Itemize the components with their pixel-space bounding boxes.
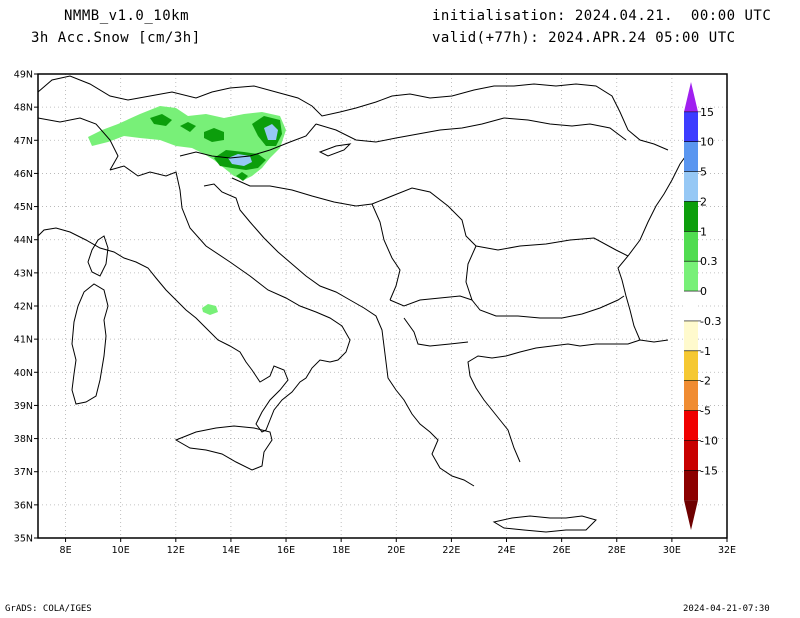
adriatic-east-coast <box>203 183 475 487</box>
colorbar-segment <box>684 231 698 262</box>
y-tick-label: 40N <box>14 368 33 379</box>
x-tick-label: 22E <box>442 545 460 556</box>
colorbar-label: -10 <box>700 434 718 447</box>
model-title: NMMB_v1.0_10km <box>64 8 190 24</box>
colorbar-arrow-bottom <box>684 500 698 530</box>
border-albania-greece <box>403 317 469 347</box>
y-tick-label: 48N <box>14 103 33 114</box>
snow-area-central-italy <box>202 304 218 315</box>
y-tick-label: 35N <box>14 534 33 545</box>
crete-coast <box>492 515 597 533</box>
border-croatia-hungary <box>231 177 373 207</box>
y-tick-label: 49N <box>14 70 33 81</box>
x-tick-label: 32E <box>718 545 736 556</box>
snow-area-medium-6 <box>236 172 248 181</box>
colorbar-label: 5 <box>700 166 707 179</box>
coastlines-borders <box>37 75 691 533</box>
colorbar-segment <box>684 350 698 381</box>
y-tick-label: 47N <box>14 136 33 147</box>
colorbar-label: 0 <box>700 285 707 298</box>
colorbar-segment <box>684 111 698 142</box>
border-bulgaria-south <box>465 245 625 319</box>
x-tick-label: 12E <box>167 545 185 556</box>
italy-coast <box>37 165 351 433</box>
colorbar-label: 15 <box>700 106 714 119</box>
colorbar-segment <box>684 141 698 172</box>
border-romania-bulgaria <box>475 237 629 257</box>
lat-lon-grid <box>38 74 727 538</box>
colorbar-segment <box>684 440 698 471</box>
longitude-ticks: 8E 10E 12E 14E 16E 18E 20E 22E 24E 26E 28E 30E 32E <box>60 538 736 556</box>
y-tick-label: 38N <box>14 434 33 445</box>
x-tick-label: 30E <box>663 545 681 556</box>
field-title: 3h Acc.Snow [cm/3h] <box>31 30 201 46</box>
x-tick-label: 10E <box>112 545 130 556</box>
colorbar-label: 0.3 <box>700 255 718 268</box>
black-sea-coast <box>617 149 691 341</box>
snow-area-heavy-1 <box>228 154 252 166</box>
colorbar-segment <box>684 201 698 232</box>
colorbar-label: -2 <box>700 375 711 388</box>
colorbar-segment <box>684 470 698 501</box>
footer-timestamp: 2024-04-21-07:30 <box>683 604 770 614</box>
x-tick-label: 8E <box>60 545 72 556</box>
y-tick-label: 43N <box>14 268 33 279</box>
border-bosnia-serbia <box>371 203 401 301</box>
valid-time: valid(+77h): 2024.APR.24 05:00 UTC <box>432 30 736 46</box>
colorbar-segment <box>684 171 698 202</box>
y-tick-label: 36N <box>14 500 33 511</box>
y-tick-label: 44N <box>14 235 33 246</box>
colorbar-segment <box>684 320 698 351</box>
snow-areas <box>88 106 286 315</box>
snow-area-alps <box>88 106 286 180</box>
border-hungary-slovakia <box>315 117 505 143</box>
colorbar-segment <box>684 291 698 321</box>
border-north <box>37 75 669 151</box>
colorbar-arrow-top <box>684 82 698 112</box>
y-tick-label: 46N <box>14 169 33 180</box>
x-tick-label: 26E <box>553 545 571 556</box>
colorbar-label: 2 <box>700 195 707 208</box>
border-macedonia <box>389 295 473 307</box>
border-serbia-romania <box>371 187 477 247</box>
x-tick-label: 20E <box>387 545 405 556</box>
colorbar-label: 1 <box>700 225 707 238</box>
border-austria-slovenia <box>179 123 317 159</box>
colorbar-label: -15 <box>700 464 718 477</box>
y-tick-label: 42N <box>14 302 33 313</box>
x-tick-label: 18E <box>332 545 350 556</box>
init-time: initialisation: 2024.04.21. 00:00 UTC <box>432 8 772 24</box>
y-tick-label: 37N <box>14 467 33 478</box>
colorbar-segment <box>684 410 698 441</box>
colorbar-label: 10 <box>700 136 714 149</box>
colorbar: 15 10 5 2 1 0.3 0 -0.3 -1 -2 -5 -10 -15 <box>684 82 721 530</box>
snow-area-medium-1 <box>150 114 172 126</box>
colorbar-label: -1 <box>700 345 711 358</box>
sicily-coast <box>174 425 273 471</box>
colorbar-label: -0.3 <box>700 315 721 328</box>
colorbar-segment <box>684 380 698 411</box>
y-tick-label: 39N <box>14 401 33 412</box>
x-tick-label: 14E <box>222 545 240 556</box>
border-ukraine-romania <box>503 117 627 141</box>
x-tick-label: 28E <box>608 545 626 556</box>
snow-area-medium-2 <box>204 128 224 142</box>
sardinia-coast <box>71 283 109 405</box>
snow-area-medium-3 <box>180 122 196 132</box>
y-tick-label: 45N <box>14 202 33 213</box>
greece-east-coast <box>467 339 669 463</box>
corsica-coast <box>87 235 109 277</box>
snow-area-heavy-2 <box>264 124 278 140</box>
colorbar-segment <box>684 261 698 292</box>
y-tick-label: 41N <box>14 335 33 346</box>
x-tick-label: 16E <box>277 545 295 556</box>
colorbar-label: -5 <box>700 405 711 418</box>
x-tick-label: 24E <box>497 545 515 556</box>
border-west <box>37 117 119 171</box>
lake-balaton <box>318 143 352 157</box>
footer-grads: GrADS: COLA/IGES <box>5 604 92 614</box>
latitude-ticks: 35N 36N 37N 38N 39N 40N 41N 42N 43N 44N 45N 46N 47N 4… <box>14 70 38 545</box>
